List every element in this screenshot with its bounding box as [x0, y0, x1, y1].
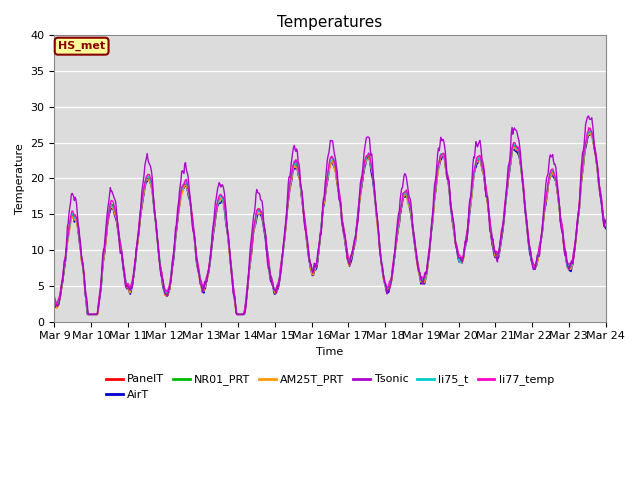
- Legend: PanelT, AirT, NR01_PRT, AM25T_PRT, Tsonic, li75_t, li77_temp: PanelT, AirT, NR01_PRT, AM25T_PRT, Tsoni…: [102, 370, 559, 405]
- X-axis label: Time: Time: [316, 347, 344, 357]
- Title: Temperatures: Temperatures: [277, 15, 383, 30]
- Text: HS_met: HS_met: [58, 41, 105, 51]
- Y-axis label: Temperature: Temperature: [15, 143, 25, 214]
